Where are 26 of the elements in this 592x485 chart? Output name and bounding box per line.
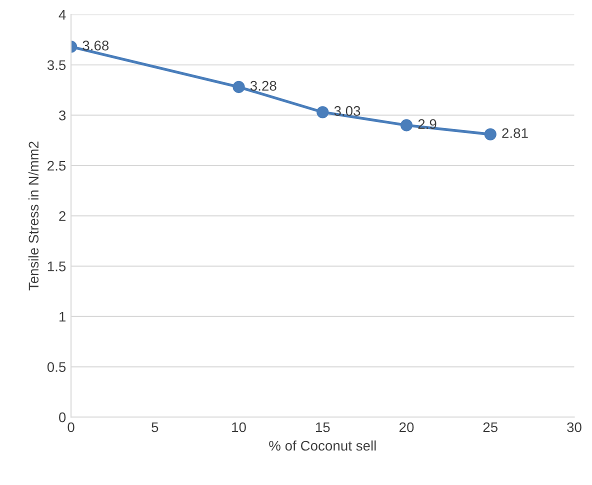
y-tick-label: 0 — [59, 412, 66, 422]
y-tick-label: 3 — [58, 110, 66, 120]
data-label: 3.68 — [82, 40, 109, 50]
point — [400, 119, 413, 132]
y-tick-label: 1 — [60, 312, 66, 322]
x-tick-label: 25 — [483, 422, 498, 432]
x-tick-label: 10 — [232, 422, 246, 432]
x-axis-title: % of Coconut sell — [269, 440, 376, 451]
y-tick-label: 3.5 — [47, 60, 66, 70]
y-tick-label: 2.5 — [48, 160, 66, 171]
y-tick-label: 4 — [58, 10, 66, 20]
point — [484, 128, 496, 140]
x-tick-label: 30 — [567, 422, 582, 432]
x-tick-label: 5 — [152, 422, 158, 432]
x-tick-label: 0 — [68, 422, 74, 432]
point — [316, 106, 329, 118]
y-tick-label: 0.5 — [47, 362, 66, 372]
y-axis-title: Tensile Stress in N/mm2 — [28, 142, 39, 290]
y-tick-label: 2 — [59, 211, 66, 221]
point — [232, 80, 245, 94]
data-label: 3.03 — [334, 106, 360, 116]
x-tick-label: 20 — [399, 422, 414, 432]
data-label: 2.81 — [502, 128, 528, 138]
data-label: 3.28 — [250, 80, 276, 91]
y-tick-label: 1.5 — [48, 262, 66, 272]
x-tick-label: 15 — [316, 422, 330, 432]
